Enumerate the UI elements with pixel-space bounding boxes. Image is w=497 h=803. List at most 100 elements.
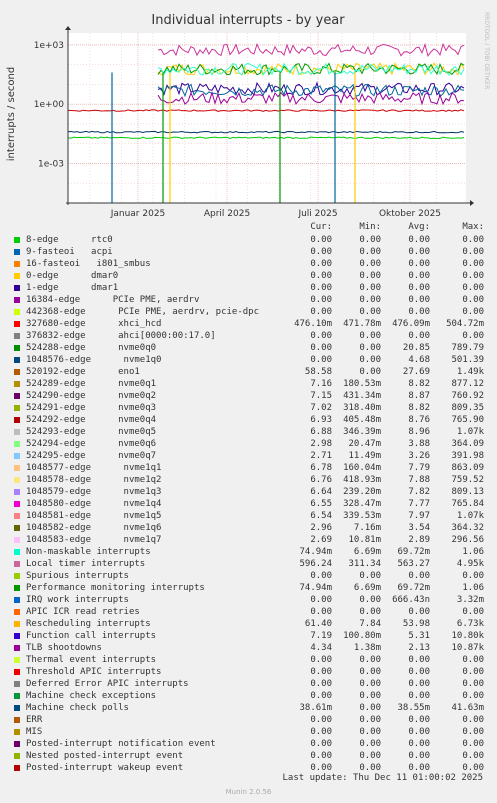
legend-max-value: 760.92 xyxy=(451,391,484,401)
legend-row: Spurious interrupts 0.00 0.00 0.00 0.00 xyxy=(0,570,497,582)
col-min-header: Min: xyxy=(359,222,381,232)
legend-min-value: 0.00 xyxy=(359,691,381,701)
legend-min-value: 0.00 xyxy=(359,607,381,617)
legend-label: 524294-edge nvme0q6 xyxy=(26,439,157,449)
legend-row: Rescheduling interrupts 61.40 7.84 53.98 6.7… xyxy=(0,618,497,630)
legend-row: IRQ work interrupts 0.00 0.00 666.43n 3.32m xyxy=(0,594,497,606)
legend-swatch xyxy=(14,393,20,399)
legend-cur-value: 2.96 xyxy=(310,523,332,533)
legend-cur-value: 7.16 xyxy=(310,379,332,389)
legend-row: 524289-edge nvme0q1 7.16 180.53m 8.82 877.12 xyxy=(0,378,497,390)
legend-avg-value: 0.00 xyxy=(408,727,430,737)
legend-label: Threshold APIC interrupts xyxy=(26,667,162,677)
legend-max-value: 789.79 xyxy=(451,343,484,353)
legend-row: Posted-interrupt wakeup event 0.00 0.00 0.0… xyxy=(0,762,497,774)
legend-max-value: 41.63m xyxy=(451,703,484,713)
legend-cur-value: 6.54 xyxy=(310,511,332,521)
legend-label: 1048583-edge nvme1q7 xyxy=(26,535,162,545)
legend-avg-value: 666.43n xyxy=(392,595,430,605)
series-line xyxy=(67,136,465,140)
legend-label: Machine check polls xyxy=(26,703,129,713)
legend-label: 16-fasteoi i801_smbus xyxy=(26,259,151,269)
legend-label: 524288-edge nvme0q0 xyxy=(26,343,157,353)
legend-max-value: 6.73k xyxy=(456,619,484,629)
legend-cur-value: 0.00 xyxy=(310,307,332,317)
legend-label: Nested posted-interrupt event xyxy=(26,751,184,761)
legend-max-value: 501.39 xyxy=(451,355,484,365)
legend-swatch xyxy=(14,645,20,651)
legend-max-value: 1.07k xyxy=(456,427,484,437)
series-line xyxy=(67,130,465,134)
legend-label: TLB shootdowns xyxy=(26,643,102,653)
legend-row: 1048582-edge nvme1q6 2.96 7.16m 3.54 364.32 xyxy=(0,522,497,534)
legend-avg-value: 0.00 xyxy=(408,247,430,257)
legend-label: Performance monitoring interrupts xyxy=(26,583,205,593)
legend-cur-value: 7.15 xyxy=(310,391,332,401)
legend-row: 1048581-edge nvme1q5 6.54 339.53m 7.97 1.07k xyxy=(0,510,497,522)
legend-max-value: 0.00 xyxy=(462,259,484,269)
x-tick-label: April 2025 xyxy=(204,209,250,219)
legend-min-value: 405.48m xyxy=(343,415,381,425)
legend-cur-value: 74.94m xyxy=(299,583,332,593)
legend-min-value: 0.00 xyxy=(359,715,381,725)
legend-cur-value: 4.34 xyxy=(310,643,332,653)
legend-min-value: 0.00 xyxy=(359,739,381,749)
legend-swatch xyxy=(14,669,20,675)
legend-swatch xyxy=(14,381,20,387)
legend-row: Function call interrupts 7.19 100.80m 5.31 1… xyxy=(0,630,497,642)
legend-avg-value: 0.00 xyxy=(408,271,430,281)
legend-label: 1048582-edge nvme1q6 xyxy=(26,523,162,533)
legend-cur-value: 596.24 xyxy=(299,559,332,569)
legend-min-value: 0.00 xyxy=(359,763,381,773)
legend-avg-value: 0.00 xyxy=(408,295,430,305)
legend-min-value: 6.69m xyxy=(353,547,381,557)
legend-avg-value: 69.72m xyxy=(397,583,430,593)
series-lines xyxy=(67,42,465,203)
y-tick-label: 1e+03 xyxy=(34,41,64,51)
legend-max-value: 3.32m xyxy=(456,595,484,605)
legend-row: Thermal event interrupts 0.00 0.00 0.00 0.00 xyxy=(0,654,497,666)
x-tick-label: Oktober 2025 xyxy=(379,209,441,219)
legend-label: 376832-edge ahci[0000:00:17.0] xyxy=(26,331,216,341)
legend-swatch xyxy=(14,681,20,687)
legend-max-value: 809.35 xyxy=(451,403,484,413)
legend-cur-value: 0.00 xyxy=(310,727,332,737)
legend-avg-value: 8.87 xyxy=(408,391,430,401)
legend-swatch xyxy=(14,465,20,471)
legend-min-value: 328.47m xyxy=(343,499,381,509)
y-tick-label: 1e+00 xyxy=(34,100,65,110)
legend-swatch xyxy=(14,573,20,579)
legend-swatch xyxy=(14,513,20,519)
series-line xyxy=(157,62,465,77)
legend-max-value: 364.32 xyxy=(451,523,484,533)
legend-row: Machine check polls 38.61m 0.00 38.55m 41.63… xyxy=(0,702,497,714)
legend-avg-value: 3.26 xyxy=(408,451,430,461)
legend-cur-value: 476.10m xyxy=(294,319,332,329)
legend-row: TLB shootdowns 4.34 1.38m 2.13 10.87k xyxy=(0,642,497,654)
legend-swatch xyxy=(14,249,20,255)
legend-avg-value: 0.00 xyxy=(408,259,430,269)
legend-max-value: 809.13 xyxy=(451,487,484,497)
legend-min-value: 7.84 xyxy=(359,619,381,629)
legend-swatch xyxy=(14,357,20,363)
legend-min-value: 180.53m xyxy=(343,379,381,389)
munin-version: Munin 2.0.56 xyxy=(225,788,272,796)
legend-label: 524291-edge nvme0q3 xyxy=(26,403,157,413)
legend-swatch xyxy=(14,693,20,699)
legend-min-value: 0.00 xyxy=(359,655,381,665)
y-tick-label: 1e-03 xyxy=(38,159,64,169)
legend-swatch xyxy=(14,405,20,411)
legend-avg-value: 27.69 xyxy=(402,367,430,377)
legend-min-value: 0.00 xyxy=(359,283,381,293)
legend-max-value: 0.00 xyxy=(462,571,484,581)
legend-swatch xyxy=(14,525,20,531)
chart-area: Individual interrupts - by year interrup… xyxy=(6,12,490,219)
legend-cur-value: 6.78 xyxy=(310,463,332,473)
series-line xyxy=(67,109,465,112)
legend-min-value: 0.00 xyxy=(359,343,381,353)
legend-label: 1048578-edge nvme1q2 xyxy=(26,475,162,485)
legend-cur-value: 0.00 xyxy=(310,271,332,281)
legend-swatch xyxy=(14,369,20,375)
legend-max-value: 0.00 xyxy=(462,331,484,341)
legend-label: 1048580-edge nvme1q4 xyxy=(26,499,162,509)
